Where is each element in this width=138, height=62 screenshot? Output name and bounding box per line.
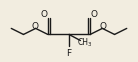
Text: 3: 3: [88, 42, 91, 47]
Text: O: O: [40, 10, 47, 19]
Text: O: O: [31, 22, 38, 31]
Text: O: O: [91, 10, 98, 19]
Text: O: O: [100, 22, 107, 31]
Text: CH: CH: [78, 38, 89, 47]
Text: F: F: [66, 49, 72, 58]
